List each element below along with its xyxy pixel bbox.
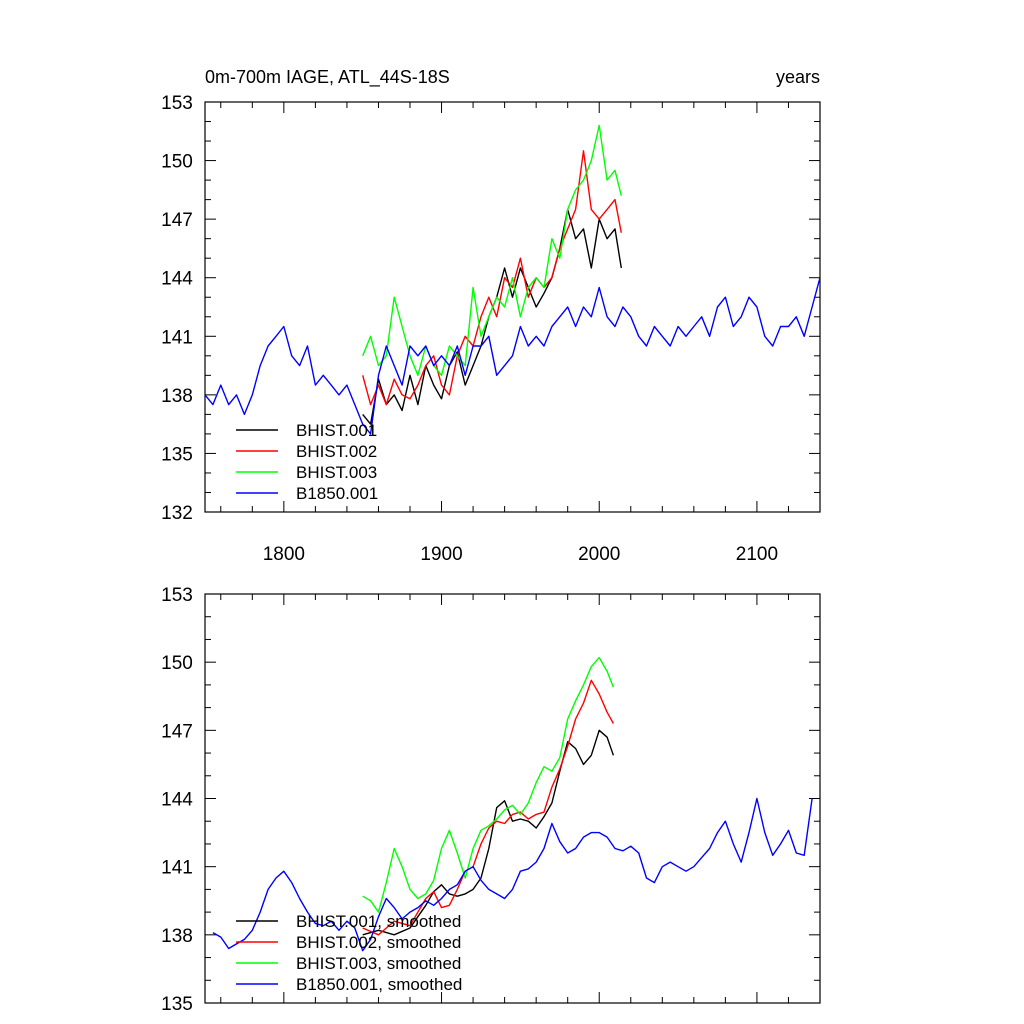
y-tick-label: 138	[161, 926, 193, 947]
top-panel: 0m-700m IAGE, ATL_44S-18S years 132 135 138 1…	[161, 67, 821, 565]
series-line-3	[205, 277, 820, 435]
legend-entry: BHIST.001	[296, 421, 377, 440]
series-line-2	[362, 124, 622, 376]
y-tick-label: 135	[161, 444, 193, 465]
chart-units: years	[776, 67, 820, 87]
series-line-2	[362, 656, 615, 913]
x-tick-label: 1900	[420, 544, 462, 565]
y-tick-label: 150	[161, 653, 193, 674]
y-tick-label: 153	[161, 93, 193, 114]
plot-frame	[204, 101, 821, 513]
y-tick-label: 147	[161, 721, 193, 742]
y-tick-label: 144	[161, 790, 193, 811]
x-tick-label: 2100	[736, 544, 778, 565]
y-tick-label: 141	[161, 327, 193, 348]
legend-entry: B1850.001, smoothed	[296, 975, 462, 994]
legend-entry: BHIST.003	[296, 463, 377, 482]
y-tick-label: 135	[161, 994, 193, 1015]
series-line-1	[362, 150, 622, 406]
y-tick-label: 144	[161, 269, 193, 290]
series-line-1	[362, 679, 615, 936]
legend-entry: BHIST.002	[296, 442, 377, 461]
y-tick-label: 153	[161, 585, 193, 606]
y-tick-label: 132	[161, 503, 193, 524]
x-tick-label: 1800	[263, 544, 305, 565]
legend-entry: BHIST.001, smoothed	[296, 912, 461, 931]
legend-entry: BHIST.003, smoothed	[296, 954, 461, 973]
y-tick-label: 141	[161, 858, 193, 879]
x-tick-label: 2000	[578, 544, 620, 565]
bottom-panel: 135 138 141 144 147 150 153 BHIST.001, smoothed…	[161, 585, 821, 1015]
series-line-0	[362, 208, 622, 425]
legend-entry: B1850.001	[296, 484, 378, 503]
series-line-0	[362, 729, 615, 936]
y-tick-label: 138	[161, 386, 193, 407]
legend-entry: BHIST.002, smoothed	[296, 933, 461, 952]
chart-title: 0m-700m IAGE, ATL_44S-18S	[205, 67, 450, 88]
y-tick-label: 147	[161, 210, 193, 231]
series-line-3	[212, 797, 813, 952]
y-tick-label: 150	[161, 152, 193, 173]
